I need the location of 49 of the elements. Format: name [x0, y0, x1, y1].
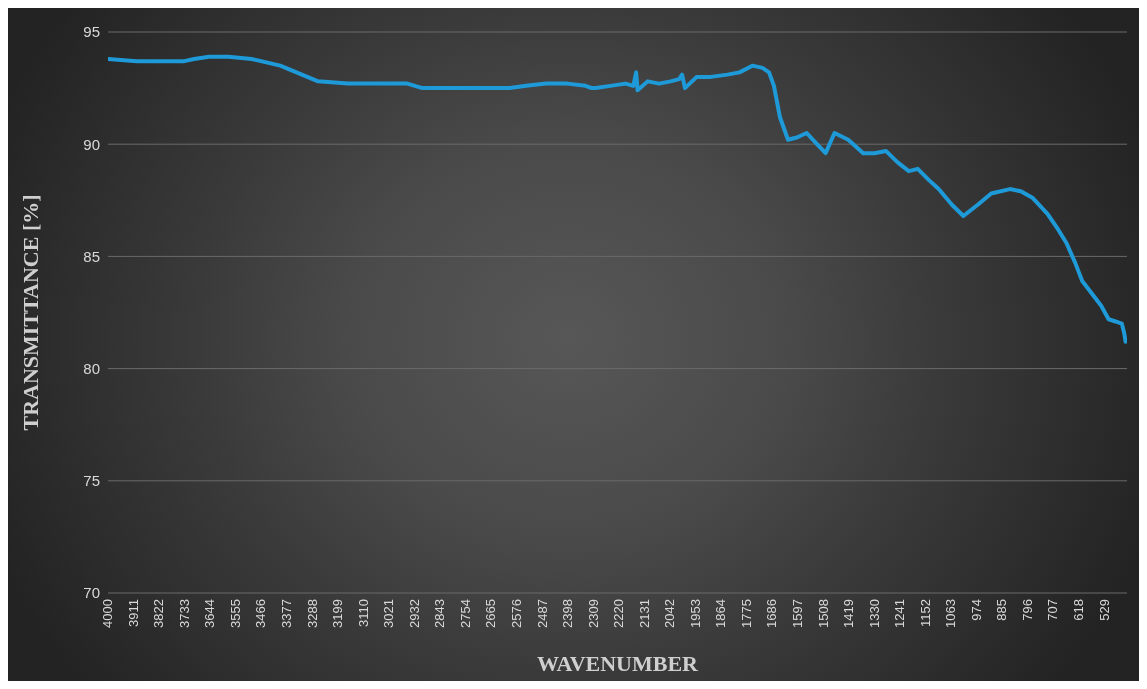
- x-tick-label: 2131: [636, 599, 652, 628]
- x-tick-label: 1864: [713, 599, 729, 628]
- x-tick-label: 796: [1019, 599, 1035, 621]
- y-tick-label: 90: [83, 135, 100, 153]
- x-tick-label: 3555: [227, 599, 243, 628]
- x-tick-label: 2843: [432, 599, 448, 628]
- x-tick-label: 4000: [100, 599, 116, 628]
- x-tick-label: 2665: [483, 599, 499, 628]
- x-tick-label: 885: [994, 599, 1010, 621]
- x-tick-label: 1330: [866, 599, 882, 628]
- x-tick-label: 2042: [662, 599, 678, 628]
- x-tick-label: 1152: [917, 599, 933, 627]
- x-tick-label: 3110: [355, 599, 371, 627]
- x-tick-label: 3733: [176, 599, 192, 628]
- line-series: [108, 54, 1127, 344]
- x-tick-label: 2398: [560, 599, 576, 628]
- x-tick-label: 3466: [253, 599, 269, 628]
- x-tick-label: 2487: [534, 599, 550, 628]
- y-tick-label: 80: [83, 359, 100, 377]
- x-tick-label: 2309: [585, 599, 601, 628]
- x-tick-label: 1953: [687, 599, 703, 628]
- x-tick-label: 1063: [943, 599, 959, 628]
- y-tick-label: 85: [83, 247, 100, 265]
- y-tick-label: 95: [83, 23, 100, 41]
- x-tick-label: 1508: [815, 599, 831, 628]
- x-tick-label: 2754: [457, 599, 473, 628]
- x-tick-label: 618: [1071, 599, 1087, 621]
- y-tick-label: 75: [83, 472, 100, 490]
- x-axis-title: WAVENUMBER: [537, 651, 700, 676]
- x-tick-label: 3644: [202, 599, 218, 628]
- x-tick-label: 2576: [508, 599, 524, 628]
- y-tick-label: 70: [83, 584, 100, 602]
- x-tick-label: 529: [1096, 599, 1112, 621]
- x-tick-label: 2932: [406, 599, 422, 628]
- x-tick-label: 3288: [304, 599, 320, 628]
- x-tick-label: 2220: [611, 599, 627, 628]
- x-tick-label: 3377: [279, 599, 295, 628]
- x-tick-label: 1241: [892, 599, 908, 628]
- x-tick-label: 974: [968, 599, 984, 621]
- x-tick-label: 3199: [330, 599, 346, 628]
- x-tick-label: 707: [1045, 599, 1061, 621]
- x-tick-label: 1419: [841, 599, 857, 628]
- x-tick-label: 3021: [381, 599, 397, 628]
- x-tick-label: 3822: [151, 599, 167, 628]
- y-axis-title: TRANSMITTANCE [%]: [17, 194, 43, 431]
- x-tick-label: 3911: [125, 599, 141, 627]
- x-tick-label: 1597: [789, 599, 805, 628]
- x-tick-label: 1686: [764, 599, 780, 628]
- x-tick-label: 1775: [738, 599, 754, 628]
